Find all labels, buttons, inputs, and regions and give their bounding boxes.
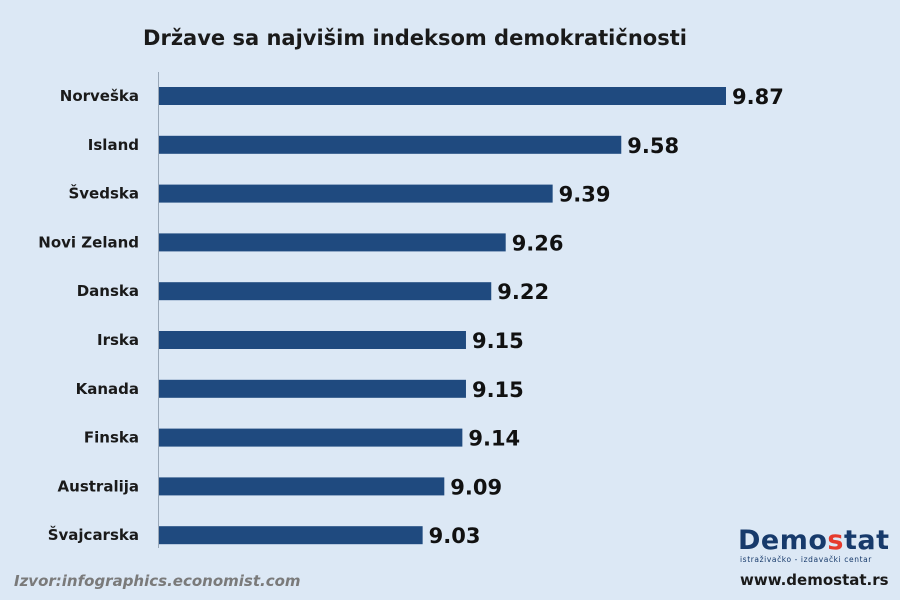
bar	[159, 135, 622, 154]
data-label: 9.39	[559, 183, 611, 207]
data-label: 9.14	[468, 427, 520, 451]
data-label: 9.22	[497, 280, 549, 304]
category-label: Irska	[97, 331, 139, 349]
bar	[159, 233, 506, 252]
category-label: Norveška	[60, 87, 139, 105]
category-label: Australija	[58, 477, 139, 495]
source-note: Izvor:infographics.economist.com	[14, 572, 301, 590]
website-link[interactable]: www.demostat.rs	[740, 571, 889, 589]
bar	[159, 184, 553, 203]
bar	[159, 87, 726, 105]
category-label: Danska	[77, 282, 139, 300]
data-label: 9.03	[429, 524, 481, 548]
bar	[159, 428, 463, 447]
category-label: Novi Zeland	[38, 233, 139, 251]
bar	[159, 282, 492, 301]
bar	[159, 379, 466, 398]
category-label: Finska	[84, 429, 139, 447]
category-label: Kanada	[76, 380, 139, 398]
data-label: 9.26	[512, 231, 564, 255]
logo-tagline: istraživačko - izdavački centar	[740, 555, 872, 564]
data-label: 9.87	[732, 85, 784, 109]
data-label: 9.15	[472, 378, 524, 402]
chart-title: Države sa najvišim indeksom demokratično…	[143, 26, 687, 50]
bar	[159, 477, 445, 496]
data-label: 9.09	[450, 475, 502, 499]
category-label: Švedska	[68, 184, 139, 203]
category-label: Island	[88, 136, 139, 154]
logo-wordmark: Demostat	[738, 525, 890, 556]
data-label: 9.58	[627, 134, 679, 158]
category-label: Švajcarska	[48, 525, 139, 544]
demostat-logo: Demostat istraživačko - izdavački centar	[738, 525, 890, 565]
bar	[159, 331, 466, 349]
data-label: 9.15	[472, 329, 524, 353]
bar	[159, 526, 423, 545]
